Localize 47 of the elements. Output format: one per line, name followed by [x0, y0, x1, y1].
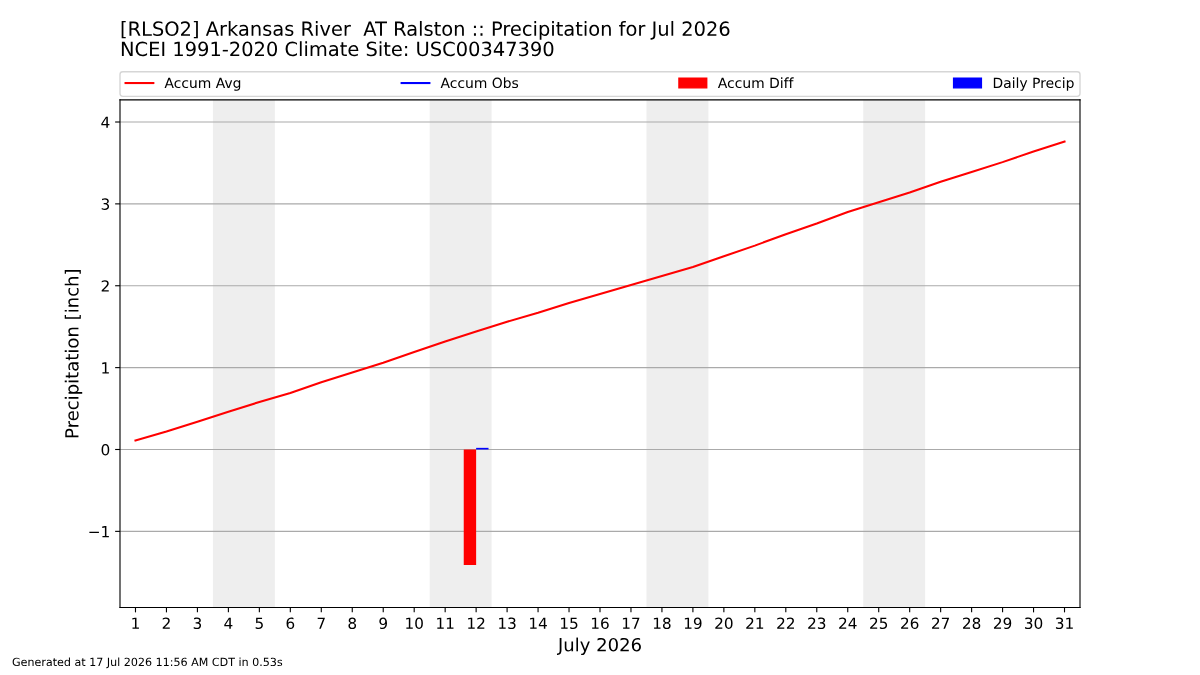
x-tick-label: 8: [348, 617, 357, 630]
x-tick-label: 10: [406, 617, 423, 630]
x-tick-label: 30: [1024, 617, 1043, 630]
x-tick-label: 16: [591, 617, 609, 630]
x-tick-label: 13: [499, 617, 516, 630]
x-tick-label: 28: [963, 617, 981, 630]
y-tick-label: 4: [101, 116, 110, 128]
y-tick-label: −1: [89, 526, 109, 538]
y-tick-label: 2: [101, 280, 109, 292]
x-axis-title: July 2026: [556, 637, 641, 656]
x-tick-label: 23: [808, 617, 826, 630]
x-tick-label: 24: [839, 617, 857, 629]
text: Generated at 17 Jul 2026 11:56 AM CDT in 0.53s: [12, 657, 283, 669]
x-tick-label: 18: [653, 617, 671, 630]
x-tick-label: 29: [993, 617, 1012, 630]
chart-title: [RLSO2] Arkansas River AT Ralston :: Precipitation for Jul 2026: [121, 20, 730, 40]
legend-label: Accum Obs: [440, 77, 519, 89]
x-tick-label: 27: [932, 617, 950, 629]
x-tick-label: 17: [622, 617, 640, 629]
x-tick-label: 26: [901, 617, 919, 630]
x-tick-label: 11: [437, 617, 454, 629]
y-axis-title: Precipitation [inch]: [64, 270, 83, 438]
x-tick-label: 31: [1055, 617, 1073, 630]
y-tick-label: 0: [101, 443, 110, 456]
y-tick-label: 1: [102, 362, 109, 374]
x-tick-label: 5: [255, 617, 263, 630]
legend-label: Accum Diff: [717, 77, 794, 89]
x-tick-label: 14: [530, 617, 547, 629]
line-series: [134, 140, 1066, 442]
x-tick-label: 12: [468, 617, 485, 629]
x-tick-label: 4: [224, 617, 233, 629]
x-tick-label: 20: [715, 617, 733, 630]
x-tick-label: 3: [193, 617, 202, 630]
x-tick-label: 22: [777, 617, 794, 629]
x-tick-label: 7: [317, 617, 325, 629]
chart-subtitle: NCEI 1991-2020 Climate Site: USC00347390: [121, 41, 554, 57]
x-tick-label: 2: [162, 617, 170, 629]
legend-label: Accum Avg: [164, 77, 241, 91]
x-tick-label: 6: [286, 617, 295, 630]
legend-label: Daily Precip: [993, 77, 1074, 91]
x-tick-label: 19: [684, 617, 702, 630]
x-tick-label: 1: [132, 617, 139, 629]
y-tick-label: 3: [101, 198, 110, 210]
x-tick-label: 15: [560, 617, 578, 630]
x-tick-label: 21: [746, 617, 764, 629]
x-tick-label: 25: [870, 617, 888, 630]
x-tick-label: 9: [379, 617, 388, 630]
